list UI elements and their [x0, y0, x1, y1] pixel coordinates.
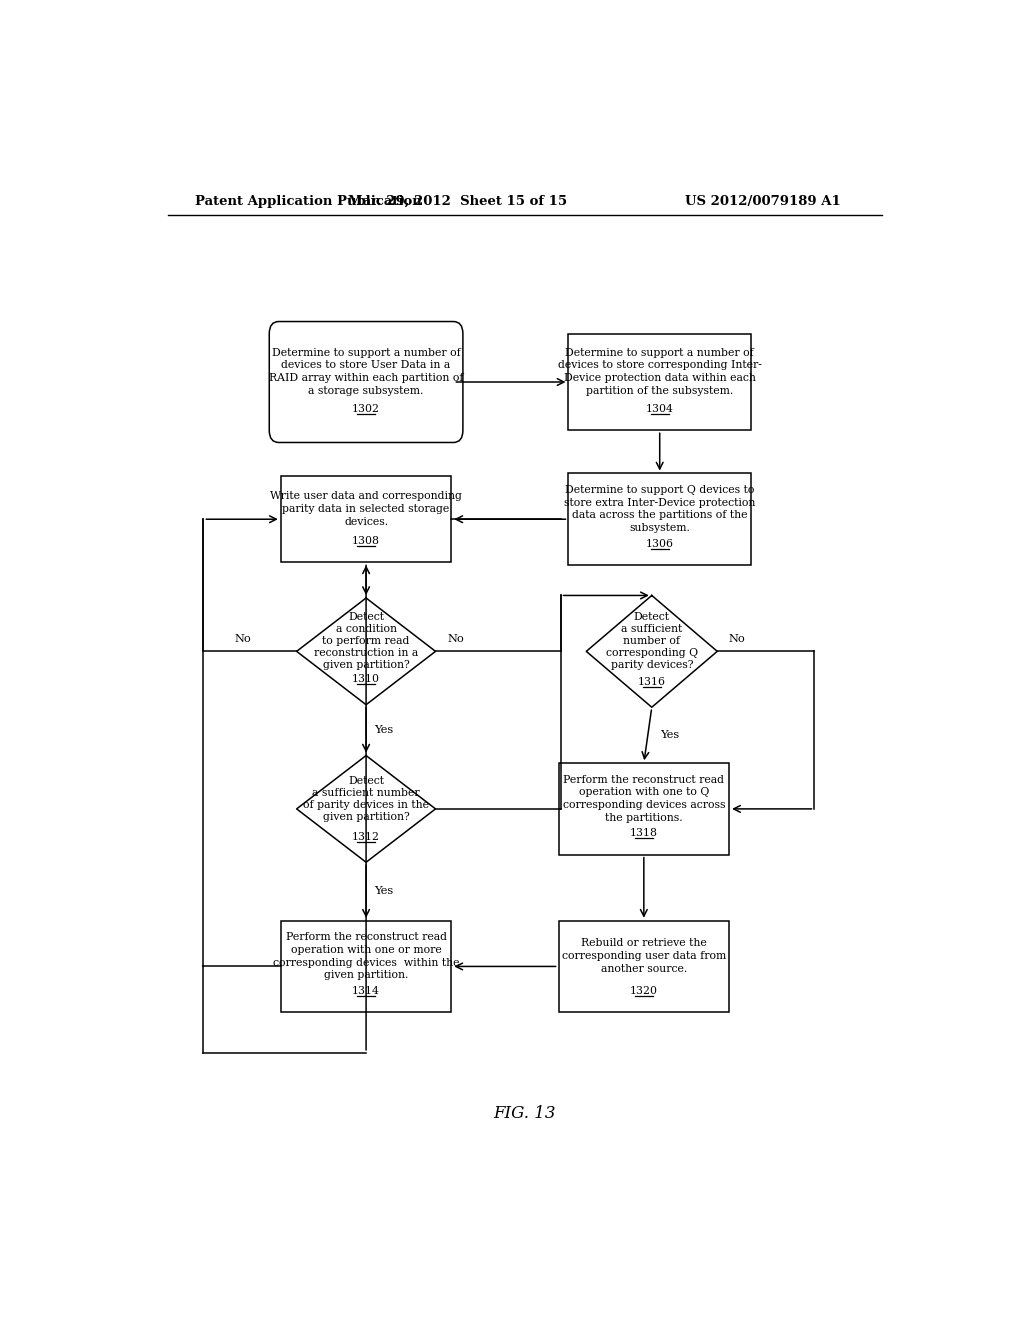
- Text: US 2012/0079189 A1: US 2012/0079189 A1: [685, 194, 841, 207]
- Text: Detect
a sufficient
number of
corresponding Q
parity devices?: Detect a sufficient number of correspond…: [606, 612, 697, 671]
- Text: Detect
a condition
to perform read
reconstruction in a
given partition?: Detect a condition to perform read recon…: [314, 612, 418, 671]
- Text: Determine to support a number of
devices to store User Data in a
RAID array with: Determine to support a number of devices…: [269, 347, 463, 396]
- Text: 1302: 1302: [352, 404, 380, 414]
- Text: Perform the reconstruct read
operation with one to Q
corresponding devices acros: Perform the reconstruct read operation w…: [562, 775, 725, 822]
- Text: Yes: Yes: [659, 730, 679, 741]
- Text: 1306: 1306: [646, 539, 674, 549]
- Text: Patent Application Publication: Patent Application Publication: [196, 194, 422, 207]
- Text: Perform the reconstruct read
operation with one or more
corresponding devices  w: Perform the reconstruct read operation w…: [272, 932, 460, 981]
- Text: 1314: 1314: [352, 986, 380, 995]
- Text: Rebuild or retrieve the
corresponding user data from
another source.: Rebuild or retrieve the corresponding us…: [562, 939, 726, 974]
- Text: No: No: [729, 634, 745, 644]
- Text: 1316: 1316: [638, 677, 666, 686]
- Text: 1310: 1310: [352, 675, 380, 684]
- Text: FIG. 13: FIG. 13: [494, 1105, 556, 1122]
- Bar: [281, 477, 452, 562]
- Text: Mar. 29, 2012  Sheet 15 of 15: Mar. 29, 2012 Sheet 15 of 15: [348, 194, 567, 207]
- Text: 1308: 1308: [352, 536, 380, 546]
- Text: Detect
a sufficient number
of parity devices in the
given partition?: Detect a sufficient number of parity dev…: [303, 776, 429, 822]
- Bar: [568, 334, 751, 430]
- Text: Write user data and corresponding
parity data in selected storage
devices.: Write user data and corresponding parity…: [270, 491, 462, 527]
- FancyBboxPatch shape: [269, 322, 463, 442]
- Text: 1304: 1304: [646, 404, 674, 414]
- Text: 1318: 1318: [630, 829, 657, 838]
- Text: Yes: Yes: [374, 725, 393, 735]
- Bar: [568, 474, 751, 565]
- Text: Determine to support Q devices to
store extra Inter-Device protection
data acros: Determine to support Q devices to store …: [564, 484, 756, 533]
- Bar: [558, 763, 729, 854]
- Bar: [281, 921, 452, 1012]
- Text: Determine to support a number of
devices to store corresponding Inter-
Device pr: Determine to support a number of devices…: [558, 347, 762, 396]
- Text: Yes: Yes: [374, 887, 393, 896]
- Text: No: No: [447, 634, 464, 644]
- Bar: [558, 921, 729, 1012]
- Text: 1320: 1320: [630, 986, 657, 995]
- Text: No: No: [234, 634, 252, 644]
- Text: 1312: 1312: [352, 832, 380, 842]
